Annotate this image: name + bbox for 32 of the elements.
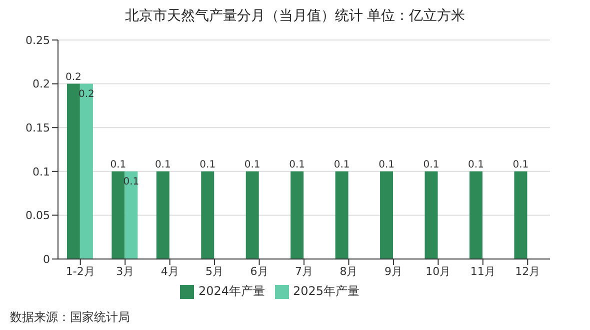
x-tick-label: 3月 xyxy=(116,264,134,278)
x-tick-label: 9月 xyxy=(384,264,402,278)
data-label: 0.1 xyxy=(200,159,216,170)
x-tick-label: 11月 xyxy=(470,264,496,278)
legend-label: 2024年产量 xyxy=(198,284,265,298)
x-tick-label: 7月 xyxy=(295,264,313,278)
data-label: 0.1 xyxy=(468,159,484,170)
chart-title: 北京市天然气产量分月（当月值）统计 单位：亿立方米 xyxy=(124,7,466,26)
x-tick-label: 4月 xyxy=(160,264,179,278)
data-label: 0.2 xyxy=(65,72,82,83)
data-label: 0.1 xyxy=(378,159,394,170)
y-tick-label: 0.2 xyxy=(32,78,50,91)
legend-label: 2025年产量 xyxy=(293,284,360,298)
data-label: 0.1 xyxy=(244,159,260,170)
data-label: 0.1 xyxy=(512,159,529,170)
source-note: 数据来源：国家统计局 xyxy=(10,309,130,326)
y-tick-label: 0.25 xyxy=(26,34,50,47)
x-tick-label: 12月 xyxy=(515,264,540,278)
y-tick-label: 0 xyxy=(43,252,50,266)
y-tick-label: 0.05 xyxy=(26,209,50,222)
x-tick-label: 5月 xyxy=(206,264,224,278)
data-label: 0.1 xyxy=(423,159,440,170)
y-tick-label: 0.1 xyxy=(32,165,50,178)
y-tick-label: 0.15 xyxy=(26,122,50,135)
x-tick-label: 8月 xyxy=(340,264,358,278)
data-label: 0.1 xyxy=(334,159,350,170)
x-tick-label: 10月 xyxy=(426,264,451,278)
data-label: 0.1 xyxy=(110,159,126,170)
data-label: 0.1 xyxy=(289,159,306,170)
data-label: 0.1 xyxy=(154,159,171,170)
x-tick-label: 6月 xyxy=(250,264,268,278)
x-tick-label: 1-2月 xyxy=(66,264,95,278)
